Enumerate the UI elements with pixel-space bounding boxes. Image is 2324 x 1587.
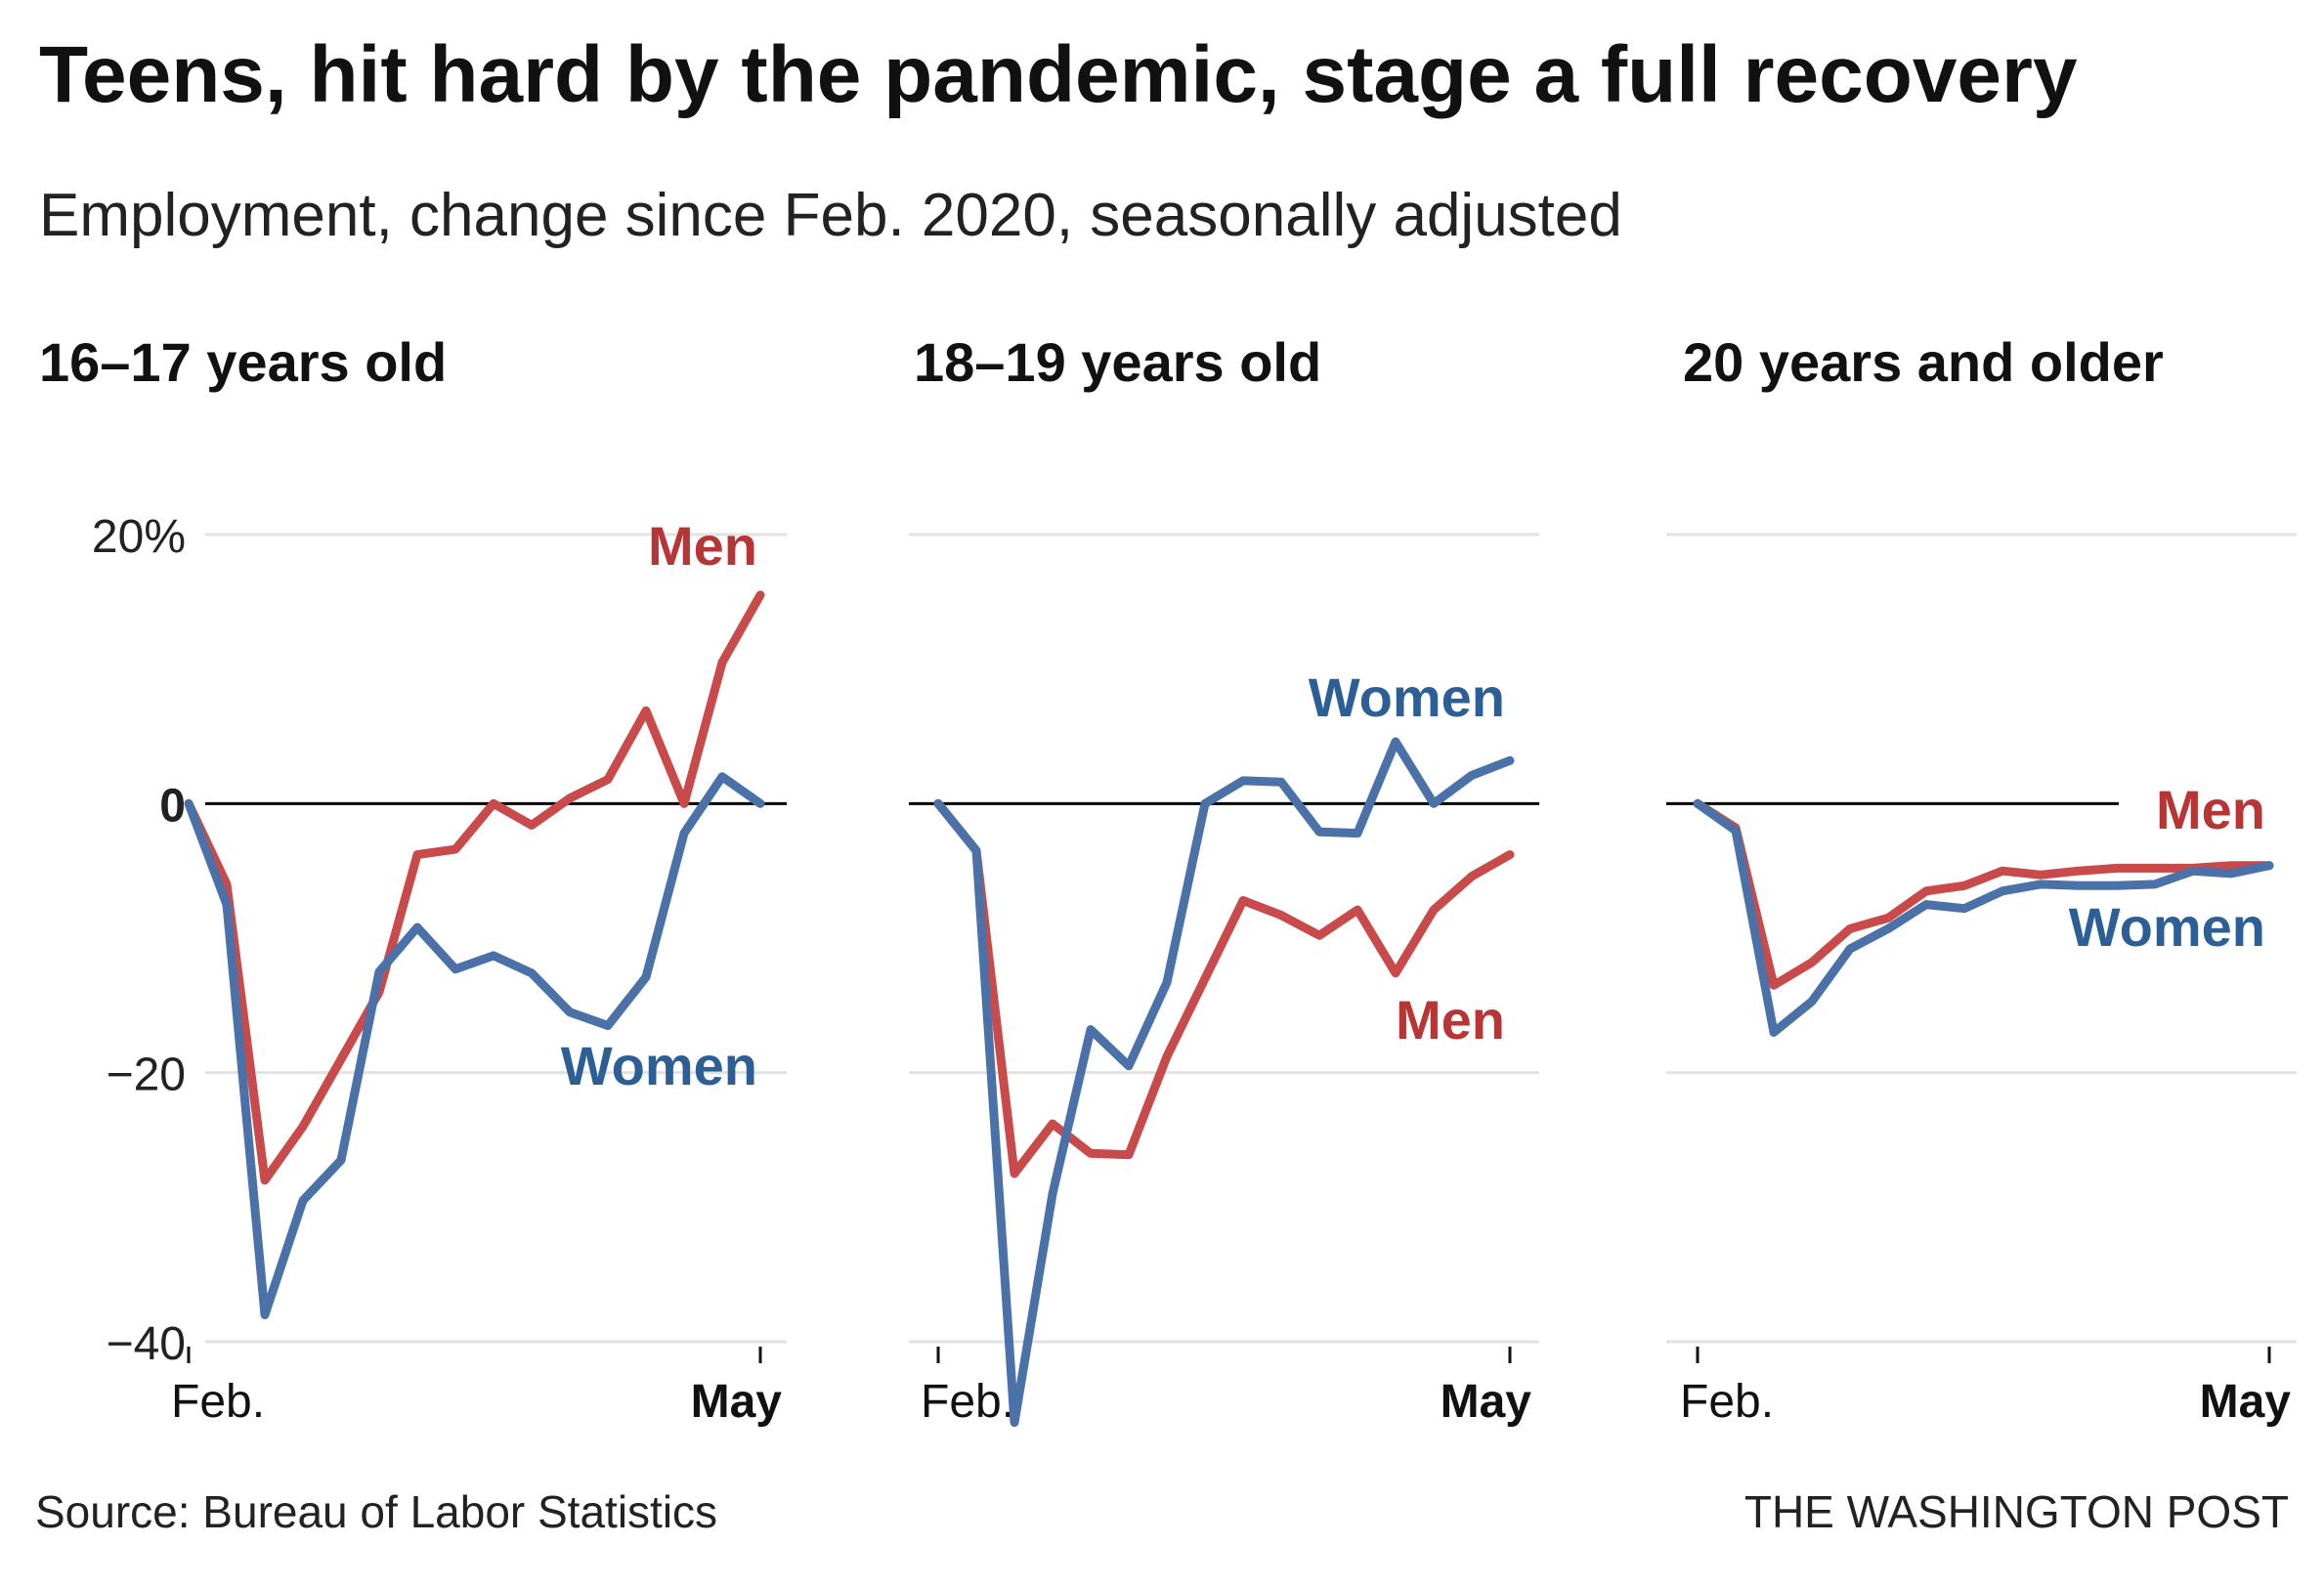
series-label-men: Men <box>1396 989 1505 1051</box>
x-tick-label: Feb. <box>921 1376 1014 1428</box>
x-tick-label: May <box>2200 1376 2292 1428</box>
panel-title-18-19: 18–19 years old <box>914 331 1322 393</box>
y-tick-label: 0 <box>159 780 186 832</box>
series-line-men <box>184 590 765 1185</box>
y-tick-label: 20% <box>92 511 186 563</box>
chart-title: Teens, hit hard by the pandemic, stage a… <box>39 30 2078 119</box>
x-tick-label: May <box>691 1376 783 1428</box>
panel-title-16-17: 16–17 years old <box>39 331 448 393</box>
series-label-women: Women <box>1309 666 1505 728</box>
series-line-women <box>184 772 765 1319</box>
series-line-women <box>1693 798 2274 1037</box>
x-tick-label: Feb. <box>171 1376 265 1428</box>
source-note: Source: Bureau of Labor Statistics <box>35 1486 718 1537</box>
y-tick-label: −40 <box>107 1318 186 1370</box>
y-tick-label: −20 <box>107 1050 186 1101</box>
chart-subtitle: Employment, change since Feb. 2020, seas… <box>39 182 1622 249</box>
x-tick-label: Feb. <box>1680 1376 1774 1428</box>
series-label-men: Men <box>2156 779 2265 840</box>
x-tick-label: May <box>1441 1376 1532 1428</box>
series-label-men: Men <box>648 515 757 577</box>
series-line-men <box>933 798 1515 1179</box>
publisher-credit: THE WASHINGTON POST <box>1743 1486 2289 1537</box>
panel-title-20-plus: 20 years and older <box>1683 331 2164 393</box>
series-line-men <box>1693 798 2274 990</box>
series-label-women: Women <box>2069 896 2265 958</box>
series-label-women: Women <box>561 1035 757 1096</box>
series-line-women <box>933 737 1515 1428</box>
